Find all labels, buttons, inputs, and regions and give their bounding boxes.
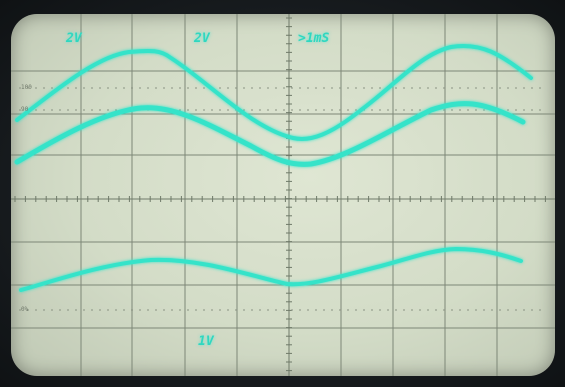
trace-channel-1 — [15, 44, 533, 141]
graticule-and-traces — [11, 14, 555, 376]
trace-channel-2 — [14, 101, 526, 167]
level-mark-0-percent: 0% — [21, 306, 29, 313]
channel-2-scale-label: 2V — [194, 31, 210, 46]
channel-3-scale-label: 1V — [198, 334, 214, 349]
timebase-label: >1mS — [298, 31, 330, 46]
channel-1-scale-label: 2V — [66, 31, 82, 46]
level-mark-90: 90 — [21, 106, 29, 113]
trace-channel-3 — [19, 246, 523, 292]
reference-lines — [19, 87, 547, 311]
graticule-center-axes — [11, 14, 555, 376]
level-mark-100: 100 — [21, 84, 32, 91]
graticule-ticks — [14, 17, 546, 372]
graticule-grid — [11, 14, 555, 376]
oscilloscope-screen: 2V 2V >1mS 1V 100 90 0% — [11, 14, 555, 376]
